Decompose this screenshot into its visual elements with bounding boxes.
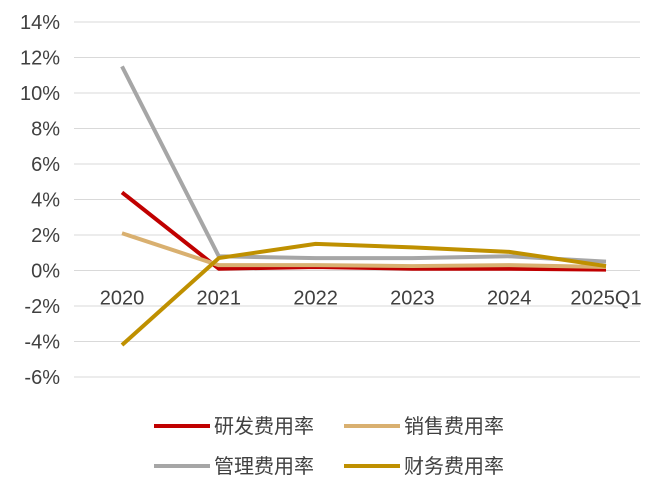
y-tick-label: 12% (20, 48, 60, 70)
y-tick-label: 10% (20, 83, 60, 105)
y-tick-label: 8% (31, 119, 60, 141)
y-tick-label: 6% (31, 154, 60, 176)
x-tick-label: 2023 (390, 288, 435, 310)
legend-label: 研发费用率 (214, 414, 314, 438)
legend-label: 管理费用率 (214, 454, 314, 478)
x-tick-label: 2020 (100, 288, 145, 310)
legend-label: 销售费用率 (404, 414, 504, 438)
series-lines (122, 66, 606, 345)
y-tick-label: -4% (24, 332, 60, 354)
y-tick-label: 2% (31, 225, 60, 247)
gridlines (74, 22, 640, 377)
x-tick-label: 2025Q1 (570, 288, 641, 310)
x-tick-label: 2022 (293, 288, 338, 310)
y-tick-label: 4% (31, 190, 60, 212)
y-axis-ticks: -6% -4% -2% 0% 2% 4% 6% 8% 10% 12% 14% (20, 12, 60, 389)
y-tick-label: -6% (24, 367, 60, 389)
y-tick-label: -2% (24, 296, 60, 318)
x-tick-label: 2021 (197, 288, 242, 310)
y-tick-label: 0% (31, 261, 60, 283)
legend-label: 财务费用率 (404, 454, 504, 478)
y-tick-label: 14% (20, 12, 60, 34)
x-tick-label: 2024 (487, 288, 532, 310)
